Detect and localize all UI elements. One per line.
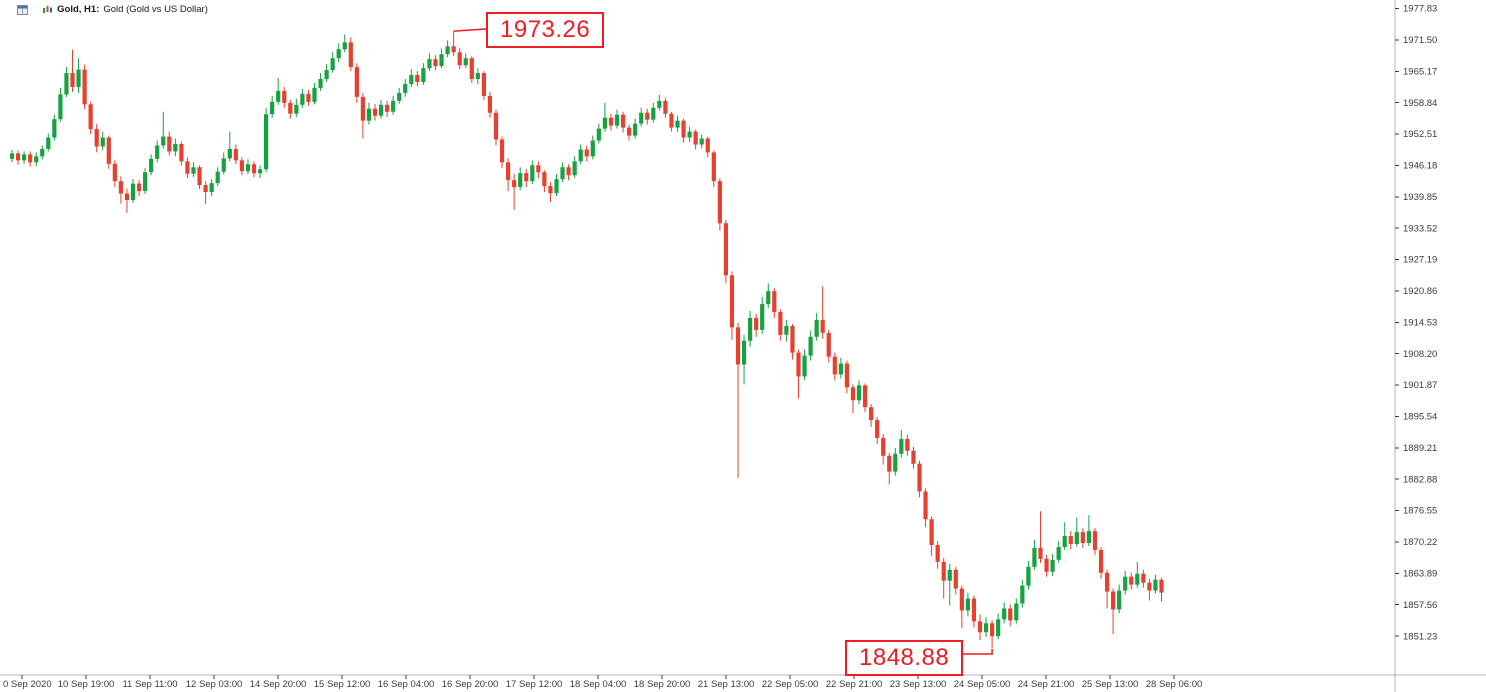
price-axis[interactable]: 1977.83 1971.50 1965.17 1958.84 1952.51 1946.… bbox=[1395, 4, 1437, 643]
svg-text:21 Sep 13:00: 21 Sep 13:00 bbox=[698, 679, 755, 690]
svg-text:1876.55: 1876.55 bbox=[1403, 506, 1437, 517]
svg-text:22 Sep 21:00: 22 Sep 21:00 bbox=[826, 679, 883, 690]
chart-description-label: Gold (Gold vs US Dollar) bbox=[103, 4, 208, 15]
svg-text:18 Sep 04:00: 18 Sep 04:00 bbox=[570, 679, 627, 690]
svg-text:18 Sep 20:00: 18 Sep 20:00 bbox=[634, 679, 691, 690]
svg-text:16 Sep 20:00: 16 Sep 20:00 bbox=[442, 679, 499, 690]
svg-text:1927.19: 1927.19 bbox=[1403, 255, 1437, 266]
svg-text:1857.56: 1857.56 bbox=[1403, 600, 1437, 611]
svg-text:1882.88: 1882.88 bbox=[1403, 474, 1437, 485]
svg-text:1958.84: 1958.84 bbox=[1403, 98, 1437, 109]
svg-text:14 Sep 20:00: 14 Sep 20:00 bbox=[250, 679, 307, 690]
svg-text:10 Sep 19:00: 10 Sep 19:00 bbox=[58, 679, 115, 690]
time-axis[interactable]: 0 Sep 2020 10 Sep 19:00 11 Sep 11:00 12 Sep… bbox=[3, 675, 1202, 690]
svg-text:17 Sep 12:00: 17 Sep 12:00 bbox=[506, 679, 563, 690]
svg-text:1946.18: 1946.18 bbox=[1403, 161, 1437, 172]
svg-text:1889.21: 1889.21 bbox=[1403, 443, 1437, 454]
svg-text:1971.50: 1971.50 bbox=[1403, 35, 1437, 46]
svg-text:1863.89: 1863.89 bbox=[1403, 569, 1437, 580]
svg-text:24 Sep 05:00: 24 Sep 05:00 bbox=[954, 679, 1011, 690]
candlestick-chart-icon bbox=[32, 5, 54, 15]
svg-text:12 Sep 03:00: 12 Sep 03:00 bbox=[186, 679, 243, 690]
svg-text:1977.83: 1977.83 bbox=[1403, 4, 1437, 15]
svg-text:1908.20: 1908.20 bbox=[1403, 349, 1437, 360]
svg-text:28 Sep 06:00: 28 Sep 06:00 bbox=[1146, 679, 1203, 690]
svg-text:1939.85: 1939.85 bbox=[1403, 192, 1437, 203]
high-price-callout[interactable]: 1973.26 bbox=[486, 12, 605, 48]
svg-text:1965.17: 1965.17 bbox=[1403, 66, 1437, 77]
svg-text:11 Sep 11:00: 11 Sep 11:00 bbox=[122, 679, 177, 690]
svg-text:1914.53: 1914.53 bbox=[1403, 317, 1437, 328]
svg-text:1933.52: 1933.52 bbox=[1403, 223, 1437, 234]
svg-text:1952.51: 1952.51 bbox=[1403, 129, 1437, 140]
svg-text:15 Sep 12:00: 15 Sep 12:00 bbox=[314, 679, 371, 690]
chart-symbol-label: Gold, H1: bbox=[57, 4, 100, 15]
svg-text:16 Sep 04:00: 16 Sep 04:00 bbox=[378, 679, 435, 690]
svg-text:22 Sep 05:00: 22 Sep 05:00 bbox=[762, 679, 819, 690]
svg-text:1901.87: 1901.87 bbox=[1403, 380, 1437, 391]
chart-title-bar: Gold, H1: Gold (Gold vs US Dollar) bbox=[6, 4, 208, 15]
svg-text:1920.86: 1920.86 bbox=[1403, 286, 1437, 297]
candles-layer bbox=[9, 31, 1164, 648]
svg-text:1870.22: 1870.22 bbox=[1403, 537, 1437, 548]
svg-text:1895.54: 1895.54 bbox=[1403, 412, 1437, 423]
svg-text:1851.23: 1851.23 bbox=[1403, 631, 1437, 642]
window-grid-icon bbox=[6, 4, 28, 15]
annotation-connectors bbox=[453, 28, 993, 655]
svg-text:0 Sep 2020: 0 Sep 2020 bbox=[3, 679, 52, 690]
low-price-callout[interactable]: 1848.88 bbox=[845, 640, 964, 676]
svg-text:25 Sep 13:00: 25 Sep 13:00 bbox=[1082, 679, 1139, 690]
svg-text:23 Sep 13:00: 23 Sep 13:00 bbox=[890, 679, 947, 690]
svg-text:24 Sep 21:00: 24 Sep 21:00 bbox=[1018, 679, 1075, 690]
